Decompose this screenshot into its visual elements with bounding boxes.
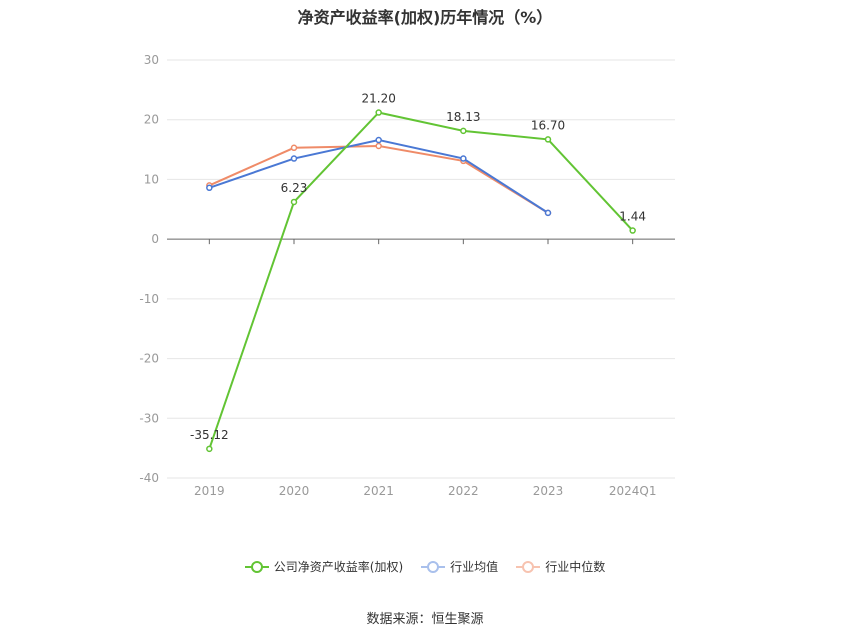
data-point-0	[544, 136, 552, 143]
legend-item-company-roe[interactable]: 公司净资产收益率(加权)	[244, 558, 404, 575]
chart-title: 净资产收益率(加权)历年情况（%）	[297, 8, 553, 27]
legend-label-company-roe: 公司净资产收益率(加权)	[273, 560, 404, 574]
data-point-0	[206, 445, 213, 453]
data-label: 16.70	[531, 118, 565, 132]
data-point-0	[375, 109, 382, 116]
y-tick-label: -40	[139, 471, 159, 485]
data-point-1	[460, 155, 467, 162]
legend-item-industry-median[interactable]: 行业中位数	[516, 558, 605, 575]
data-label: -35.12	[190, 428, 229, 442]
x-tick-label: 2020	[279, 484, 310, 498]
legend-company-roe-marker-icon	[244, 560, 269, 573]
data-point-1	[544, 209, 552, 217]
data-point-1	[206, 184, 213, 192]
series-line-0	[208, 111, 634, 450]
data-source-note: 数据来源：恒生聚源	[366, 612, 484, 627]
data-point-0	[629, 227, 636, 234]
legend-label-industry-mean: 行业均值	[450, 560, 499, 574]
x-tick-label: 2021	[363, 484, 394, 498]
x-tick-label: 2019	[194, 484, 225, 498]
legend-item-industry-mean[interactable]: 行业均值	[421, 558, 498, 575]
data-label: 18.13	[446, 110, 480, 124]
y-tick-label: 30	[144, 53, 159, 67]
y-tick-label: -30	[139, 411, 159, 425]
y-tick-label: -10	[139, 292, 159, 306]
data-point-1	[290, 155, 298, 162]
data-point-2	[375, 142, 382, 150]
data-point-2	[290, 144, 298, 152]
x-tick-label: 2024Q1	[609, 484, 657, 498]
data-point-1	[375, 136, 382, 144]
x-tick-label: 2023	[533, 484, 564, 498]
legend-industry-mean-marker-icon	[421, 560, 446, 573]
data-label: 21.20	[361, 92, 395, 106]
y-tick-label: 10	[144, 172, 159, 186]
y-tick-label: 0	[151, 232, 159, 246]
series-line-1	[209, 138, 549, 214]
data-point-0	[460, 127, 467, 135]
y-tick-label: 20	[144, 113, 159, 127]
data-label: 6.23	[281, 181, 308, 195]
data-label: 1.44	[619, 210, 646, 224]
y-tick-label: -20	[139, 352, 159, 366]
legend-industry-median-marker-icon	[516, 560, 541, 573]
x-tick-label: 2022	[448, 484, 479, 498]
legend: 公司净资产收益率(加权) 行业均值 行业中位数	[0, 558, 850, 575]
legend-label-industry-median: 行业中位数	[545, 560, 606, 574]
data-point-0	[290, 198, 298, 206]
